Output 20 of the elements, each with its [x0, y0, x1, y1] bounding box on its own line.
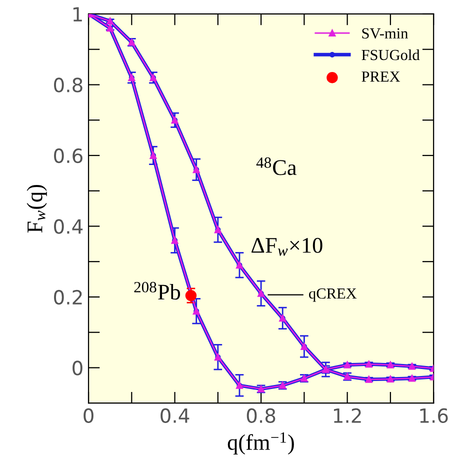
annotation: qCREX: [309, 288, 357, 302]
x-tick-label: 1.2: [334, 408, 361, 423]
x-tick-label: 0: [84, 408, 94, 423]
legend-label: FSUGold: [362, 49, 420, 60]
legend-label: PREX: [362, 72, 400, 82]
legend-label: SV-min: [362, 28, 408, 39]
y-tick-label: 0.2: [54, 290, 82, 305]
annotation: ΔF$_{w}$×10: [252, 238, 322, 256]
y-tick-label: 1: [73, 7, 82, 22]
y-tick-label: 0: [72, 360, 82, 376]
annotation: $^{208}$Pb: [134, 282, 180, 300]
x-axis-title: q(fm$^{−1}$): [228, 432, 294, 454]
annotation: $^{48}$Ca: [256, 157, 296, 176]
x-tick-label: 0.4: [160, 408, 190, 423]
x-tick-label: 0.8: [246, 408, 276, 423]
y-tick-label: 0.8: [54, 78, 82, 92]
y-tick-label: 0.4: [54, 219, 83, 234]
y-axis-title: F$_{w}$(q): [26, 184, 47, 233]
y-tick-label: 0.6: [54, 148, 82, 164]
x-tick-label: 1.6: [420, 408, 448, 423]
